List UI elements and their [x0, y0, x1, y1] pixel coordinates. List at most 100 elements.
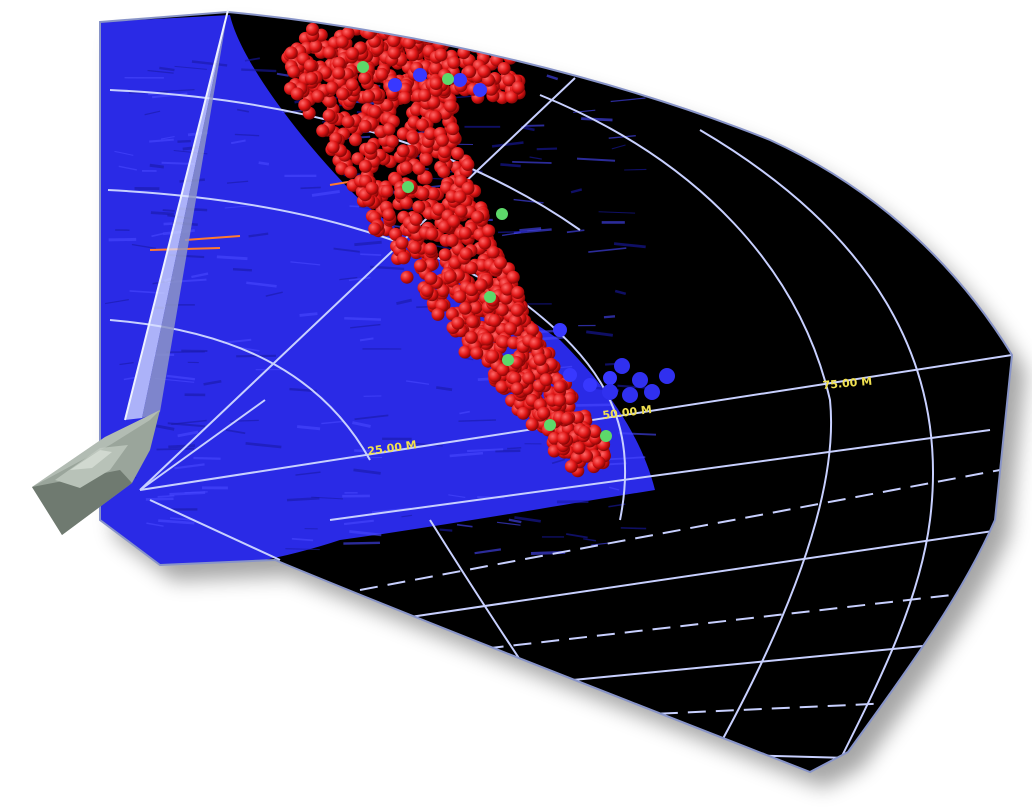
fish-target	[443, 269, 457, 283]
seabed-stroke	[339, 276, 358, 281]
fish-target	[431, 307, 445, 321]
seabed-stroke	[156, 447, 195, 451]
fish-target	[482, 224, 496, 238]
fish-target	[382, 122, 396, 136]
seabed-stroke	[225, 429, 246, 435]
fish-target	[316, 124, 330, 138]
seabed-stroke	[321, 420, 344, 425]
seabed-stroke	[191, 60, 228, 67]
fish-target	[396, 144, 410, 158]
seabed-stroke	[529, 156, 542, 160]
fish-target	[503, 43, 517, 57]
fish-target	[287, 65, 301, 79]
fish-target	[364, 141, 378, 155]
sonar-beam	[124, 9, 229, 421]
fish-target	[303, 59, 317, 73]
fish-target	[424, 127, 437, 141]
fish-target	[284, 46, 298, 60]
fish-target	[419, 153, 433, 166]
fish-target	[479, 23, 493, 37]
seabed-stroke	[160, 135, 175, 140]
seabed-stroke	[158, 519, 195, 525]
fish-target	[387, 34, 401, 48]
seabed-stroke	[291, 537, 314, 542]
fish-target	[362, 90, 375, 104]
seabed-stroke	[514, 516, 541, 523]
fish-target	[474, 278, 488, 292]
fish-target	[358, 159, 372, 173]
seabed-stroke	[566, 533, 588, 539]
seabed-stroke	[248, 232, 269, 238]
seabed-stroke	[498, 230, 528, 234]
fish-target	[526, 323, 539, 337]
fish-target	[478, 236, 492, 250]
fish-target	[508, 41, 522, 55]
fish-target	[358, 119, 372, 133]
seabed-stroke	[166, 374, 196, 381]
fish-target	[412, 162, 426, 175]
stray-target	[622, 387, 638, 403]
fish-target	[429, 61, 443, 75]
seabed-stroke	[614, 289, 627, 296]
seabed-stroke	[222, 338, 252, 344]
seabed-stroke	[241, 68, 277, 73]
fish-target	[502, 73, 516, 87]
seabed-stroke	[169, 491, 206, 496]
fish-target	[420, 284, 434, 297]
seabed-stroke	[155, 424, 175, 431]
highlight-target	[442, 73, 454, 85]
fish-target	[497, 62, 511, 75]
fish-target	[306, 22, 319, 36]
seabed-stroke	[508, 518, 522, 524]
fish-target	[404, 23, 418, 37]
fish-target	[447, 214, 461, 228]
fish-target	[412, 200, 426, 214]
fish-target	[486, 349, 500, 363]
fish-target	[461, 181, 475, 195]
seabed-stroke	[396, 298, 413, 306]
fish-target	[477, 65, 491, 78]
fish-target	[446, 122, 460, 136]
fish-target	[486, 245, 500, 259]
seabed-stroke	[234, 133, 260, 137]
fish-target	[398, 91, 412, 105]
seabed-stroke	[500, 163, 521, 168]
fish-target	[537, 406, 551, 420]
seabed-stroke	[570, 188, 583, 194]
fish-target	[346, 47, 359, 61]
seabed-stroke	[459, 410, 470, 415]
seabed-stroke	[586, 330, 614, 337]
fish-target	[497, 335, 510, 349]
seabed-stroke	[576, 403, 613, 407]
fish-target	[430, 20, 444, 34]
fish-target	[469, 301, 483, 315]
fish-target	[461, 158, 475, 171]
seabed-stroke	[436, 386, 453, 392]
range-line	[139, 77, 576, 491]
fish-target	[522, 371, 536, 385]
seabed-stroke	[147, 69, 174, 74]
highlight-target	[496, 208, 508, 220]
seabed-stroke	[203, 379, 222, 386]
seabed-stroke	[167, 422, 206, 428]
seabed-stroke	[131, 243, 157, 250]
fish-target	[424, 271, 438, 285]
seabed-stroke	[344, 317, 382, 321]
fish-target	[553, 393, 566, 407]
fish-target	[475, 31, 489, 45]
fish-target	[309, 39, 323, 53]
stray-target	[632, 372, 648, 388]
fish-target	[464, 330, 478, 344]
seabed-stroke	[401, 514, 413, 518]
blue-target	[473, 83, 487, 97]
seabed-stroke	[620, 527, 647, 530]
seabed-stroke	[406, 380, 430, 385]
range-label-75: 75.00 M	[822, 375, 873, 392]
fish-target	[505, 30, 519, 44]
fish-target	[470, 346, 484, 360]
seabed-stroke	[193, 456, 221, 460]
fish-target	[463, 26, 477, 40]
seabed-stroke	[244, 57, 261, 62]
fish-target	[510, 30, 524, 44]
